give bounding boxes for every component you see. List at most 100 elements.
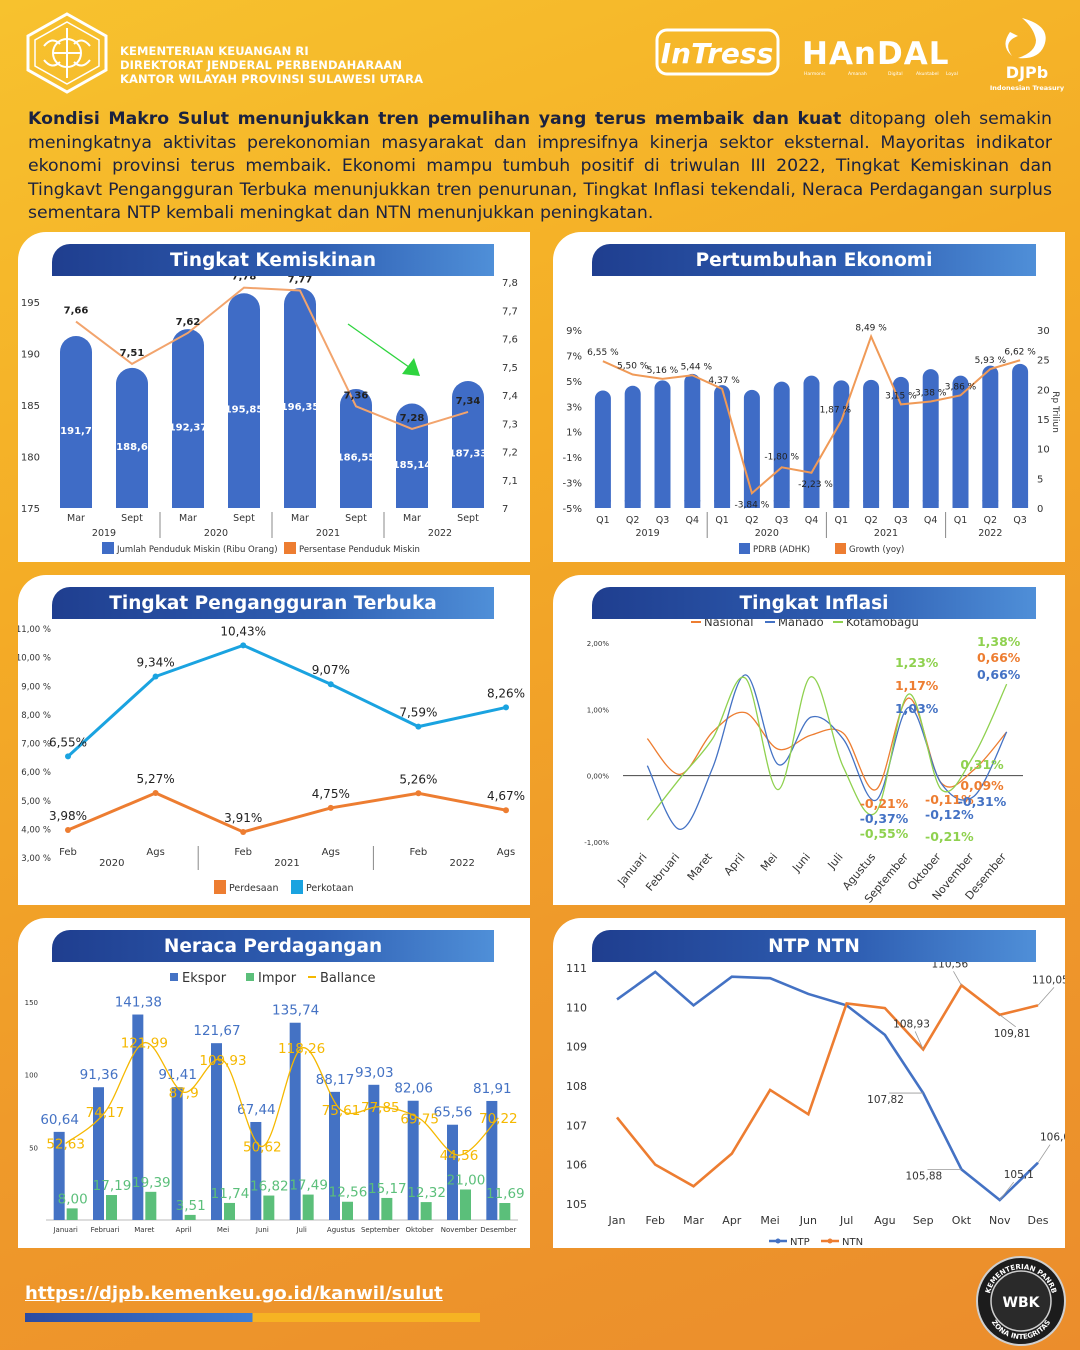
ekspor-value-label: 121,67 (193, 1023, 240, 1039)
x-tick-label: Okt (952, 1214, 972, 1227)
x-tick-label: April (722, 851, 748, 879)
chart-inflasi-svg: -1,00%0,00%1,00%2,00%Nasional Manado Kotam… (584, 615, 1023, 905)
ballance-value-label: 77,85 (361, 1100, 400, 1116)
trend-arrow-line (347, 323, 417, 373)
ballance-value-label: 87,9 (169, 1085, 199, 1101)
bar-value-label: 196,35 (281, 402, 320, 413)
impor-value-label: 12,56 (329, 1185, 368, 1201)
ekspor-value-label: 135,74 (272, 1003, 319, 1019)
bar-base (1012, 500, 1029, 508)
chart-kemiskinan-svg: 175 180 185 190 195 7 7,1 7,2 7,3 7,4 7,5 7,6 7,7 7,8… (21, 272, 518, 555)
bar-base (684, 500, 701, 508)
legend-label: PDRB (ADHK) (753, 545, 810, 555)
y2-tick-label: 20 (1037, 385, 1050, 396)
bar-value-label: 186,55 (337, 453, 376, 464)
ekspor-value-label: 65,56 (434, 1105, 473, 1121)
inflasi-value-label: 0,66% (977, 650, 1021, 665)
x-tick-label: Februari (91, 1226, 120, 1234)
line-value-label: 10,43% (220, 624, 266, 638)
line-value-label: 7,59% (399, 706, 437, 720)
y2-tick-label: 25 (1037, 356, 1050, 367)
line-ntn (615, 983, 1039, 1188)
x-tick-label: Q3 (1013, 515, 1027, 526)
x-tick-label: Apr (722, 1214, 742, 1227)
y2-tick-label: 7,6 (502, 335, 518, 346)
bar-impor (106, 1195, 117, 1220)
bar-base (172, 492, 204, 508)
y-tick-label: 9% (566, 326, 582, 337)
y-tick-label: 4,00 % (21, 825, 51, 835)
legend-label: Perdesaan (229, 883, 278, 894)
line-value-label: 6,62 % (1004, 347, 1036, 357)
legend-swatch (246, 973, 254, 981)
year-label: 2020 (204, 528, 228, 539)
bar-impor (184, 1214, 196, 1220)
website-link[interactable]: https://djpb.kemenkeu.go.id/kanwil/sulut (25, 1283, 443, 1304)
bar-base (773, 500, 790, 508)
x-tick-label: November (441, 1226, 478, 1234)
line-value-label: 3,38 % (915, 388, 947, 398)
x-tick-label: Ags (146, 847, 164, 858)
x-tick-label: Agu (874, 1214, 895, 1227)
year-label: 2021 (274, 858, 299, 869)
line-persentase-miskin (75, 286, 469, 430)
bar-impor (224, 1202, 235, 1220)
bar-penduduk-miskin (60, 335, 92, 508)
bar-ekspor (211, 1043, 222, 1220)
x-tick-label: Maret (685, 850, 716, 883)
inflasi-value-label: -0,37% (860, 811, 909, 826)
y-tick-label: 5% (566, 377, 582, 388)
inflasi-value-label: -0,55% (860, 826, 909, 841)
bar-pdrb (714, 385, 731, 508)
x-tick-label: Mei (217, 1226, 229, 1234)
year-label: 2022 (449, 858, 474, 869)
djpb-logo-subtext: Indonesian Treasury (990, 84, 1065, 92)
handal-sub-0: Harmonis (804, 71, 826, 77)
y2-tick-label: 15 (1037, 415, 1050, 426)
y-tick-label: 190 (21, 350, 40, 361)
zona-integritas-badge: KEMENTERIAN PANRB ZONA INTEGRITAS WBK (976, 1256, 1066, 1346)
impor-value-label: 11,69 (486, 1186, 525, 1202)
x-tick-label: Q4 (805, 515, 819, 526)
chart-ntpntn-svg: 105 106 107 108 109 110 111 Jan Feb Mar Apr Mei Jun J… (566, 958, 1065, 1248)
ntp-ntn-value-label: 106,05 (1040, 1132, 1065, 1144)
x-tick-label: Q2 (626, 515, 640, 526)
card-title-kemiskinan: Tingkat Kemiskinan (52, 244, 494, 276)
ballance-value-label: 69,75 (400, 1112, 439, 1128)
ballance-value-label: 74,17 (86, 1105, 125, 1121)
card-title-pertumbuhan: Pertumbuhan Ekonomi (592, 244, 1036, 276)
inflasi-value-label: 1,38% (977, 634, 1021, 649)
y-tick-label: 50 (29, 1144, 38, 1152)
legend-swatch-perdesaan (214, 880, 226, 894)
impor-value-label: 12,32 (407, 1185, 446, 1201)
card-title-inflasi: Tingkat Inflasi (592, 587, 1036, 619)
x-tick-label: Januari (52, 1226, 77, 1234)
ekspor-value-label: 141,38 (115, 995, 162, 1011)
x-tick-label: Mar (179, 513, 197, 524)
handal-sub-4: Loyal (946, 71, 958, 77)
y-tick-label: 150 (25, 999, 38, 1007)
bar-base (340, 492, 372, 508)
x-tick-label: Des (1028, 1214, 1049, 1227)
impor-value-label: 19,39 (132, 1175, 171, 1191)
y2-tick-label: 30 (1037, 326, 1050, 337)
label-leader-line (914, 1031, 924, 1050)
bar-base (624, 500, 641, 508)
x-tick-label: April (176, 1226, 192, 1234)
x-tick-label: Desember (480, 1226, 516, 1234)
legend-label: Persentase Penduduk Miskin (299, 545, 420, 555)
line-perdesaan (67, 791, 507, 834)
y-tick-label: 108 (566, 1080, 587, 1093)
legend-marker (827, 1238, 833, 1244)
ballance-value-label: 109,93 (199, 1053, 246, 1069)
line-value-label: 8,26% (487, 686, 525, 700)
year-label: 2019 (636, 528, 660, 539)
bar-base (982, 500, 999, 508)
intress-logo-text: InTress (661, 37, 774, 70)
bar-base (654, 500, 671, 508)
inflasi-value-label: 0,66% (977, 667, 1021, 682)
inflasi-value-label: -0,11% (925, 792, 974, 807)
label-leader-line (1037, 987, 1055, 1006)
line-ntp (616, 970, 1039, 1202)
y2-tick-label: 0 (1037, 504, 1043, 515)
